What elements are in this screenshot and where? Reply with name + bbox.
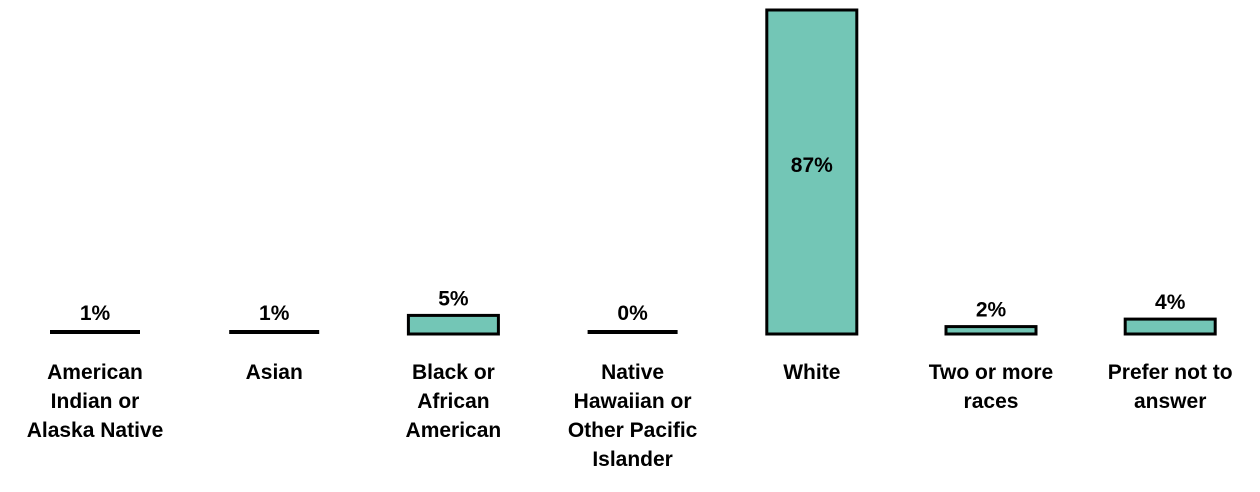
bar	[944, 325, 1038, 336]
bar	[50, 330, 140, 334]
bar	[1123, 317, 1217, 336]
category-label-line: White	[783, 361, 840, 384]
bar-value-label: 5%	[438, 287, 469, 310]
category-label-line: Islander	[592, 448, 673, 471]
bar-value-label: 2%	[976, 299, 1007, 322]
bar	[587, 330, 678, 334]
bar	[765, 8, 859, 336]
category-label-line: Indian or	[51, 390, 140, 413]
category-label-line: answer	[1134, 390, 1206, 413]
bar-value-label: 1%	[259, 302, 290, 325]
category-label-line: Hawaiian or	[574, 390, 692, 413]
category-label-line: American	[406, 419, 502, 442]
category-label: Black or African American	[406, 361, 502, 442]
bar-value-label: 87%	[791, 154, 833, 177]
value-labels-layer: 1% 1% 5% 0% 87% 2% 4%	[80, 154, 1186, 325]
category-label-line: Two or more	[929, 361, 1053, 384]
category-label-line: Asian	[246, 361, 303, 384]
category-label-line: Alaska Native	[27, 419, 164, 442]
bar-value-label: 1%	[80, 302, 111, 325]
category-label-line: Prefer not to	[1108, 361, 1233, 384]
category-label-line: Other Pacific	[568, 419, 698, 442]
bar	[229, 330, 320, 334]
category-label-line: African	[417, 390, 489, 413]
category-label-line: American	[47, 361, 143, 384]
category-label-line: races	[964, 390, 1019, 413]
category-labels-layer: American Indian or Alaska Native Asian Black…	[27, 361, 1233, 471]
category-label: Native Hawaiian or Other Pacific Islander	[568, 361, 698, 471]
category-label: White	[783, 361, 840, 384]
category-label: Two or more races	[929, 361, 1053, 413]
bar	[406, 313, 500, 336]
bar-value-label: 0%	[617, 302, 648, 325]
category-label: Prefer not to answer	[1108, 361, 1233, 413]
category-label: Asian	[246, 361, 303, 384]
category-label-line: Native	[601, 361, 664, 384]
category-label-line: Black or	[412, 361, 495, 384]
category-label: American Indian or Alaska Native	[27, 361, 164, 442]
bar-value-label: 4%	[1155, 291, 1186, 314]
bars-layer	[50, 8, 1217, 336]
